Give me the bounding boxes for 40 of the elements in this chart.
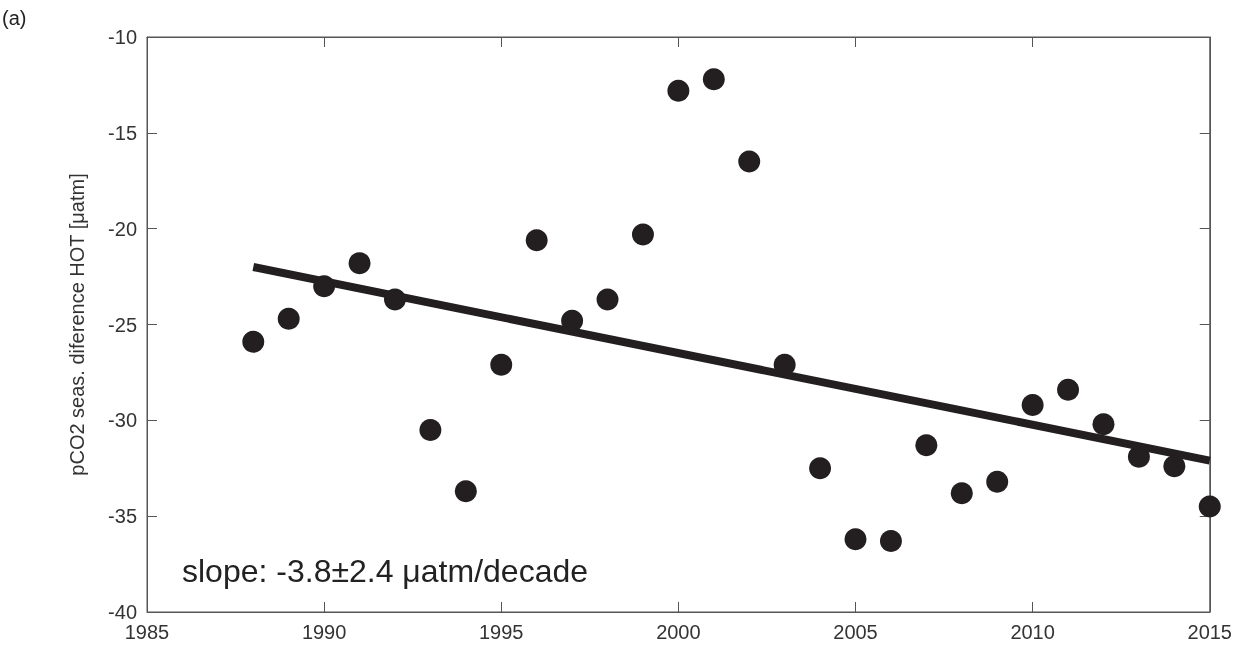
point [738,150,761,173]
y-tick-label: -40 [108,601,137,623]
point [1092,413,1115,436]
point [419,418,442,441]
x-tick-label: 1990 [301,621,347,643]
point [809,457,832,480]
point [1198,495,1221,518]
point [525,229,548,252]
x-tick-label: 1985 [124,621,170,643]
point [596,288,619,311]
x-tick-label: 2000 [656,621,701,643]
x-tick-label: 2010 [1010,621,1055,643]
y-tick-label: -30 [108,409,137,432]
point [915,434,938,457]
point [348,252,371,275]
x-tick-label: 2005 [833,621,878,643]
y-tick-label: -10 [108,26,137,48]
annotation: slope: -3.8±2.4 μatm/decade [182,553,589,589]
text: (a) [2,7,27,29]
x-tick-label: 2015 [1187,621,1232,643]
point [1021,394,1044,416]
point [631,223,654,246]
x-tick-label: 1995 [479,621,524,643]
y-tick-label: -25 [108,313,137,336]
y-tick-label: -20 [108,217,137,240]
y-tick-label: -15 [108,121,137,144]
y-tick-label: -35 [108,505,137,528]
point [879,530,902,553]
point [490,353,513,376]
point [242,330,265,353]
y-axis-title: pCO2 seas. diference HOT [μatm] [66,173,88,476]
point [986,470,1009,493]
point [277,307,300,330]
point [950,482,973,505]
point [844,528,867,551]
point [454,480,477,503]
point [1057,378,1080,401]
point [702,68,725,91]
point [667,79,690,102]
point [1163,455,1186,478]
